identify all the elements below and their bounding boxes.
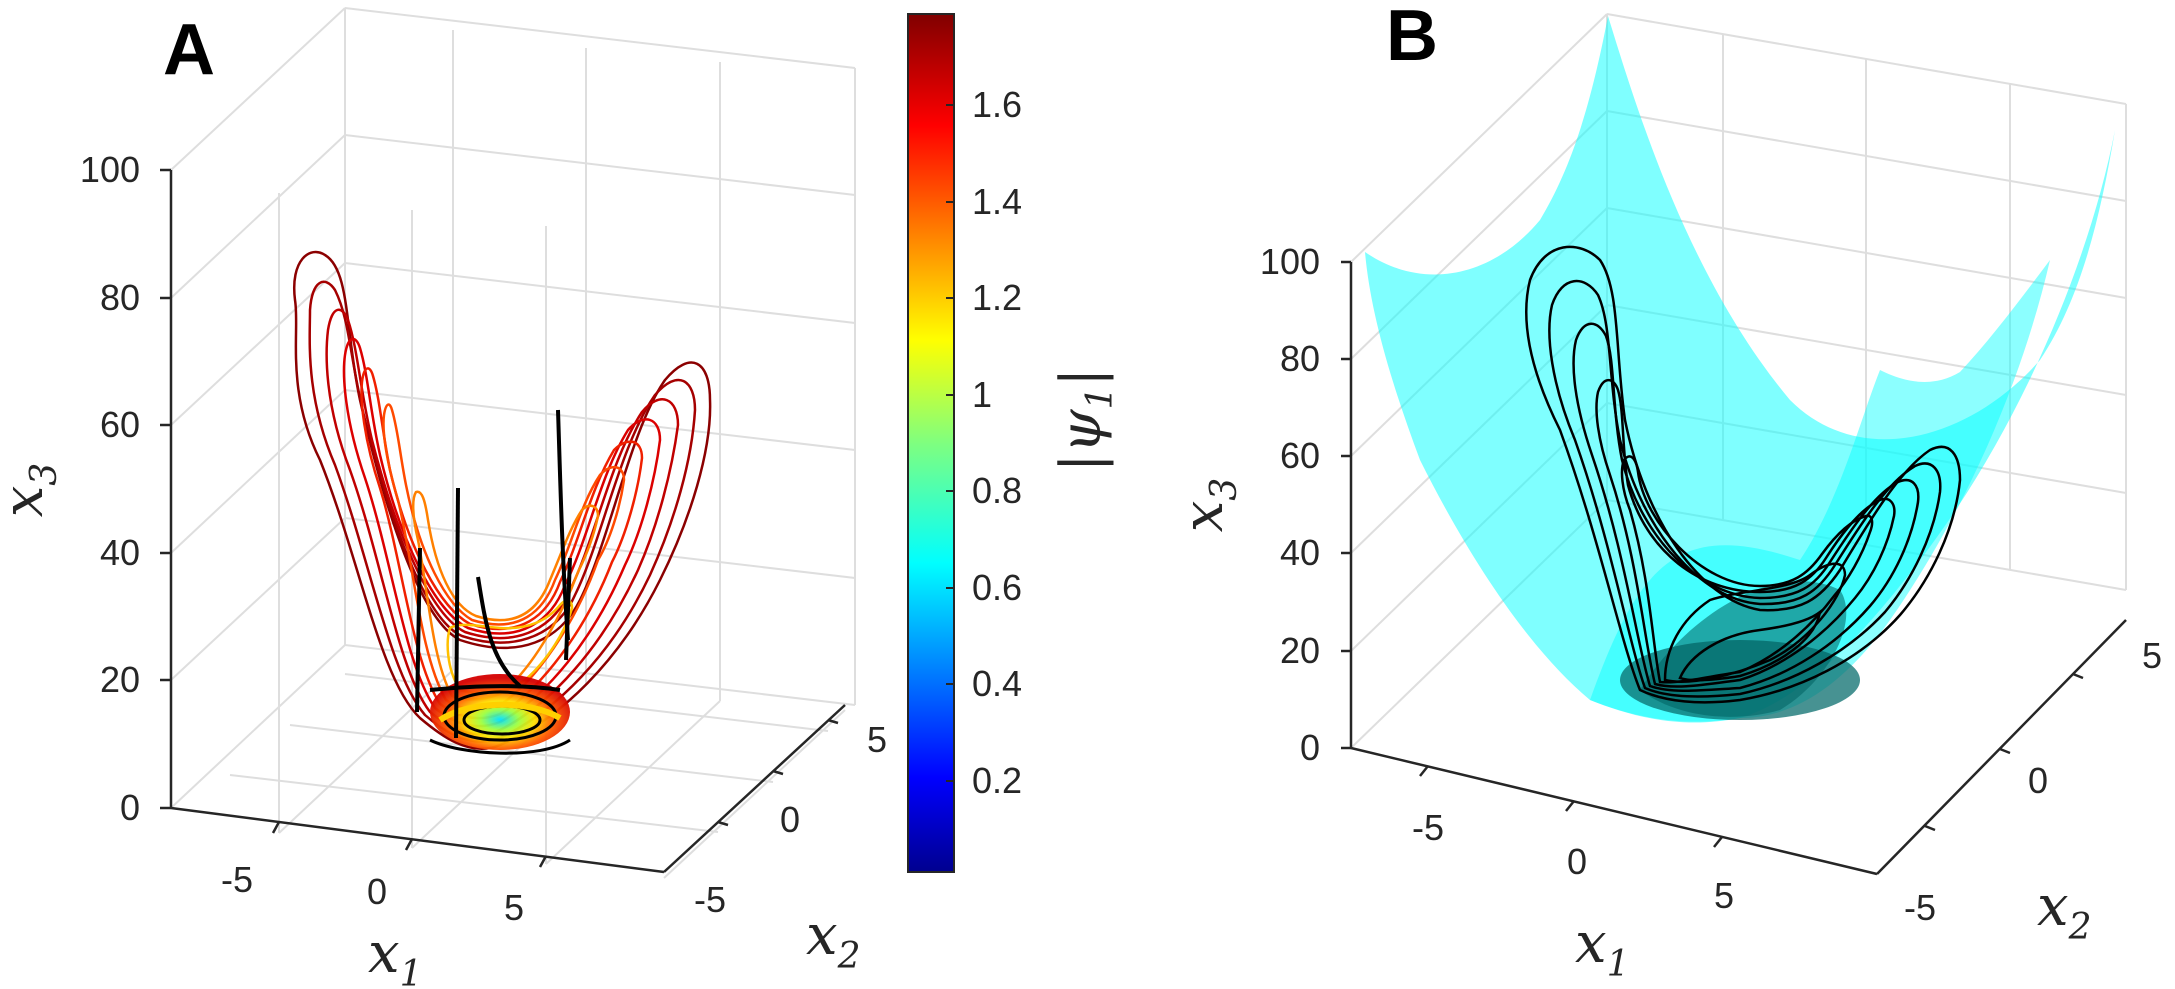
panel-a-zlabel-sub: 3	[24, 463, 65, 486]
panel-b-contour-6	[1663, 562, 1847, 683]
colorbar-tick-0.2: 0.2	[972, 760, 1022, 801]
panel-b-zlabel-base: x	[1171, 501, 1236, 533]
panel-b-contour-3	[1572, 322, 1920, 692]
panel-a-trajectory-3	[476, 576, 522, 688]
panel-b-ztick-60: 60	[1280, 435, 1320, 476]
panel-a-contour-6	[382, 403, 626, 711]
panel-b-surface-back	[1365, 16, 2115, 723]
colorbar-tick-0.6: 0.6	[972, 567, 1022, 608]
panel-a: 0 20 40 60 80 100 -5 0 5 -5 0 5 x3 x1 x2…	[0, 7, 1121, 989]
panel-a-contour-outer	[292, 250, 712, 751]
panel-b-contour-2	[1548, 279, 1942, 698]
panel-a-contour-3	[325, 308, 680, 736]
panel-b-ztick-40: 40	[1280, 532, 1320, 573]
colorbar-tick-1.4: 1.4	[972, 181, 1022, 222]
panel-a-ztick-40: 40	[100, 532, 140, 573]
panel-a-x2tick-5: 5	[867, 719, 887, 760]
panel-b-x2tick-m5: -5	[1904, 887, 1936, 928]
colorbar-label-base: |ψ	[1049, 408, 1114, 472]
panel-b-x1tick-m5: -5	[1412, 807, 1444, 848]
colorbar-label: |ψ1|	[1049, 368, 1121, 473]
panel-a-xlabel-base: x	[368, 921, 400, 986]
panel-a-letter: A	[163, 10, 215, 90]
panel-a-ztick-0: 0	[120, 787, 140, 828]
panel-b-ylabel-base: x	[2037, 874, 2069, 939]
panel-b-ztick-0: 0	[1300, 727, 1320, 768]
colorbar-label-sub: 1	[1080, 387, 1121, 410]
panel-b-axes	[1341, 260, 2127, 876]
panel-b-x2tick-0: 0	[2028, 760, 2048, 801]
panel-a-ylabel-sub: 2	[837, 936, 861, 977]
colorbar-tick-0.8: 0.8	[972, 470, 1022, 511]
panel-a-bowl-bottom	[430, 674, 570, 750]
panel-b-x1tick-0: 0	[1567, 841, 1587, 882]
panel-a-x1tick-5: 5	[504, 887, 524, 928]
panel-b-letter: B	[1386, 0, 1438, 76]
panel-a-zlabel: x3	[0, 463, 65, 518]
svg-text:x3: x3	[1171, 478, 1245, 533]
colorbar-tick-0.4: 0.4	[972, 663, 1022, 704]
panel-a-trajectories	[415, 409, 572, 739]
svg-text:|ψ1|: |ψ1|	[1049, 368, 1121, 473]
panel-a-bowl-rim	[438, 701, 562, 723]
panel-a-trajectory-4	[556, 409, 570, 641]
panel-a-trajectory-1	[415, 547, 422, 713]
panel-b-x1tick-5: 5	[1714, 875, 1734, 916]
panel-b-contour-outer	[1525, 245, 1962, 704]
panel-b-zlabel-sub: 3	[1204, 478, 1245, 501]
panel-a-ztick-100: 100	[80, 149, 140, 190]
colorbar-tick-1.6: 1.6	[972, 84, 1022, 125]
panel-b-ylabel-sub: 2	[2068, 907, 2092, 948]
panel-b-contour-4	[1595, 378, 1896, 688]
panel-a-contour-4	[342, 337, 662, 728]
panel-b-x2tick-5: 5	[2142, 635, 2162, 676]
panel-b-ztick-80: 80	[1280, 338, 1320, 379]
panel-b-surface	[1365, 16, 2115, 723]
panel-a-contour-2	[308, 280, 697, 743]
panel-a-trajectory-2	[454, 487, 460, 739]
panel-a-ylabel: x2	[806, 903, 861, 977]
colorbar-tick-1.2: 1.2	[972, 277, 1022, 318]
panel-b-contour-7	[1678, 608, 1822, 682]
panel-a-x1tick-0: 0	[367, 871, 387, 912]
panel-b-xlabel-sub: 1	[1607, 944, 1630, 985]
panel-b-ztick-20: 20	[1280, 630, 1320, 671]
panel-b-ztick-100: 100	[1260, 241, 1320, 282]
panel-b-contours	[1525, 245, 1962, 704]
panel-b-xlabel: x1	[1575, 911, 1630, 985]
panel-a-x1tick-m5: -5	[221, 859, 253, 900]
panel-a-ztick-80: 80	[100, 277, 140, 318]
colorbar-gradient	[907, 13, 955, 873]
panel-b-contour-5	[1620, 455, 1874, 684]
panel-b: 0 20 40 60 80 100 -5 0 5 -5 0 5 x3 x1 x2…	[1171, 0, 2162, 985]
panel-a-x2tick-0: 0	[780, 799, 800, 840]
panel-a-zlabel-base: x	[0, 486, 56, 518]
panel-b-surface-front	[1590, 260, 2050, 722]
panel-a-ztick-20: 20	[100, 659, 140, 700]
panel-b-zlabel: x3	[1171, 478, 1245, 533]
panel-a-xlabel: x1	[368, 921, 423, 989]
panel-a-ylabel-base: x	[806, 903, 838, 968]
colorbar-label-close: |	[1049, 368, 1114, 387]
panel-a-surface	[292, 250, 712, 755]
panel-a-ztick-60: 60	[100, 404, 140, 445]
svg-text:x3: x3	[0, 463, 65, 518]
panel-b-xlabel-base: x	[1575, 911, 1607, 976]
panel-a-colorbar: 0.2 0.4 0.6 0.8 1 1.2 1.4 1.6 |ψ1|	[907, 13, 1121, 873]
panel-a-x2tick-m5: -5	[694, 879, 726, 920]
panel-a-contour-inner-3	[429, 738, 571, 755]
panel-a-trajectory-6	[429, 684, 561, 692]
panel-a-axes	[160, 168, 846, 874]
panel-b-ylabel: x2	[2037, 874, 2092, 948]
panel-a-trajectory-5	[564, 557, 572, 661]
panel-a-xlabel-sub: 1	[400, 954, 423, 989]
colorbar-tick-1: 1	[972, 374, 992, 415]
panel-a-contour-7	[412, 490, 600, 701]
panel-b-surface-dark-patch	[1640, 581, 1847, 717]
